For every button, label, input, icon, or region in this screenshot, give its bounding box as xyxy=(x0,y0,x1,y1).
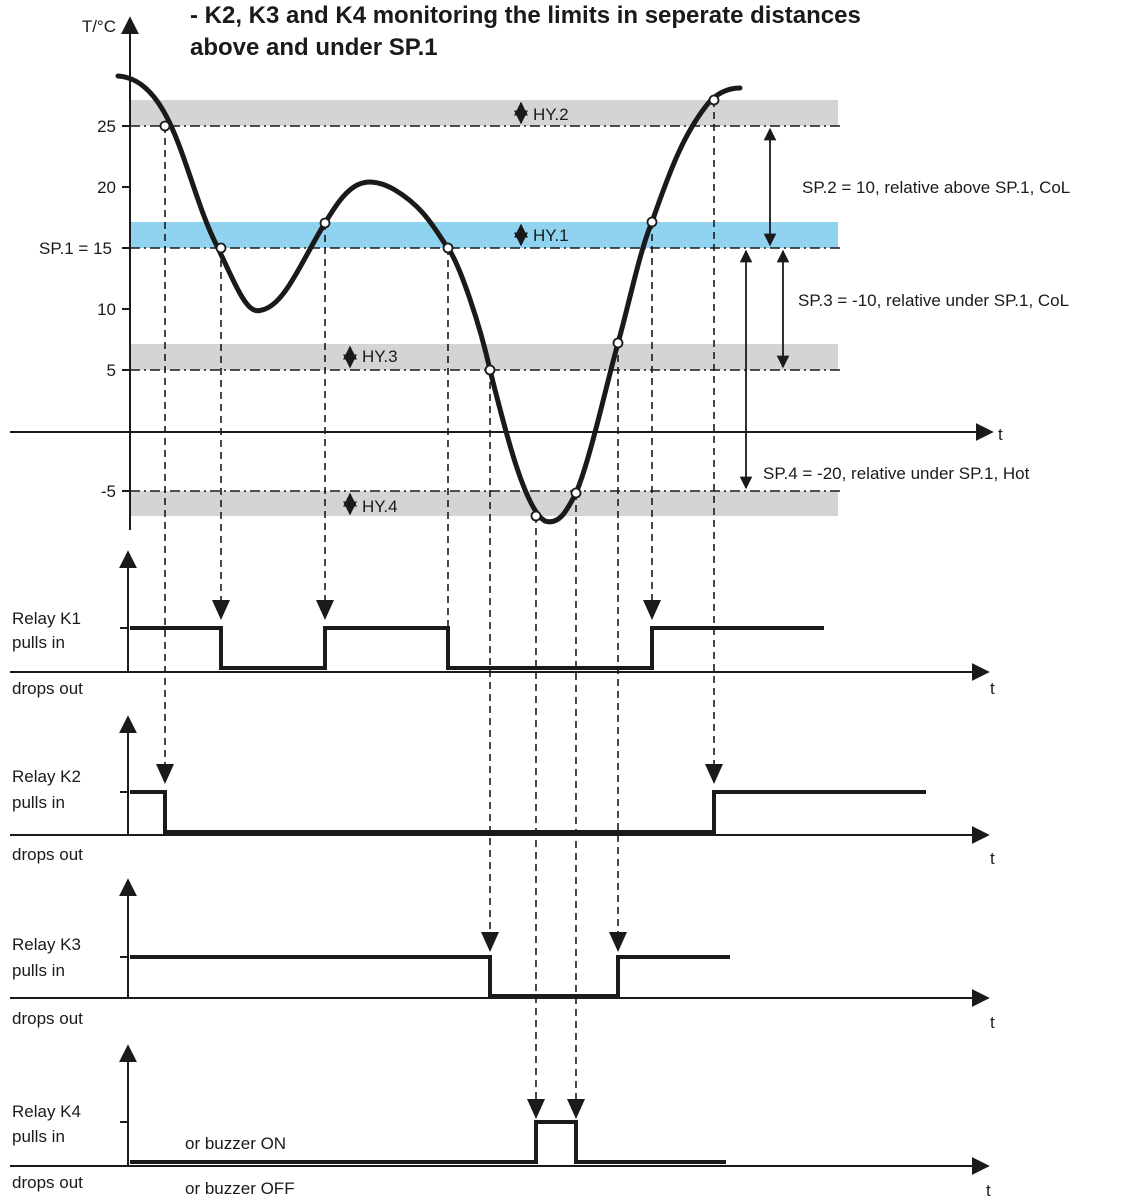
intersection-points xyxy=(159,94,720,522)
y-ticks xyxy=(122,125,130,492)
relay-k1-signal xyxy=(130,626,824,670)
y-tick-label: -5 xyxy=(101,482,116,501)
relay-k1-off-label: drops out xyxy=(12,679,83,698)
relay-k4-t-label: t xyxy=(986,1181,991,1200)
y-tick-label: 10 xyxy=(97,300,116,319)
y-tick-label-sp1: SP.1 = 15 xyxy=(39,239,112,258)
intersection-point xyxy=(570,487,582,499)
relay-k2-signal xyxy=(130,790,926,834)
relay-k4-name: Relay K4 xyxy=(12,1102,81,1121)
relay-k2-name: Relay K2 xyxy=(12,767,81,786)
intersection-point xyxy=(442,242,454,254)
intersection-point xyxy=(708,94,720,106)
time-axis-label: t xyxy=(998,425,1003,444)
hy1-label: HY.1 xyxy=(533,226,569,245)
relay-k3-panel: Relay K3 pulls in drops out t xyxy=(10,878,995,1032)
relay-k4-buzzer-off: or buzzer OFF xyxy=(185,1179,295,1198)
hy3-label: HY.3 xyxy=(362,347,398,366)
intersection-point xyxy=(159,120,171,132)
intersection-point xyxy=(530,510,542,522)
relay-k4-off-label: drops out xyxy=(12,1173,83,1192)
relay-k1-t-label: t xyxy=(990,679,995,698)
relay-k4-panel: Relay K4 pulls in drops out or buzzer ON… xyxy=(10,1044,991,1200)
relay-k1-on-label: pulls in xyxy=(12,633,65,652)
relay-k2-panel: Relay K2 pulls in drops out t xyxy=(10,715,995,868)
relay-k3-on-label: pulls in xyxy=(12,961,65,980)
title-line-1: - K2, K3 and K4 monitoring the limits in… xyxy=(190,2,861,29)
y-tick-label: 5 xyxy=(107,361,116,380)
intersection-point xyxy=(215,242,227,254)
hy4-label: HY.4 xyxy=(362,497,398,516)
intersection-point xyxy=(646,216,658,228)
band-hy4 xyxy=(130,491,838,516)
title-line-2: above and under SP.1 xyxy=(190,34,438,61)
relay-k3-signal xyxy=(130,955,730,998)
relay-k3-t-label: t xyxy=(990,1013,995,1032)
temperature-curve xyxy=(115,73,743,525)
relay-k1-panel: Relay K1 pulls in drops out t xyxy=(10,550,995,698)
relay-k4-on-label: pulls in xyxy=(12,1127,65,1146)
setpoint-lines xyxy=(130,125,842,492)
relay-k2-off-label: drops out xyxy=(12,845,83,864)
intersection-point xyxy=(612,337,624,349)
y-tick-label: 25 xyxy=(97,117,116,136)
sp4-annotation: SP.4 = -20, relative under SP.1, Hot xyxy=(763,464,1030,483)
projection-arrowheads xyxy=(156,600,723,1119)
sp2-annotation: SP.2 = 10, relative above SP.1, CoL xyxy=(802,178,1070,197)
relay-k4-buzzer-on: or buzzer ON xyxy=(185,1134,286,1153)
y-tick-label: 20 xyxy=(97,178,116,197)
relay-k3-name: Relay K3 xyxy=(12,935,81,954)
hy2-label: HY.2 xyxy=(533,105,569,124)
relay-k3-off-label: drops out xyxy=(12,1009,83,1028)
relay-k4-signal xyxy=(130,1120,726,1164)
intersection-point xyxy=(484,364,496,376)
band-hy2 xyxy=(130,100,838,126)
relay-k1-name: Relay K1 xyxy=(12,609,81,628)
y-axis-unit: T/°C xyxy=(82,17,116,36)
relay-k2-on-label: pulls in xyxy=(12,793,65,812)
projection-lines xyxy=(164,100,715,1105)
relay-k2-t-label: t xyxy=(990,849,995,868)
sp3-annotation: SP.3 = -10, relative under SP.1, CoL xyxy=(798,291,1069,310)
intersection-point xyxy=(319,217,331,229)
band-hy1 xyxy=(130,222,838,248)
